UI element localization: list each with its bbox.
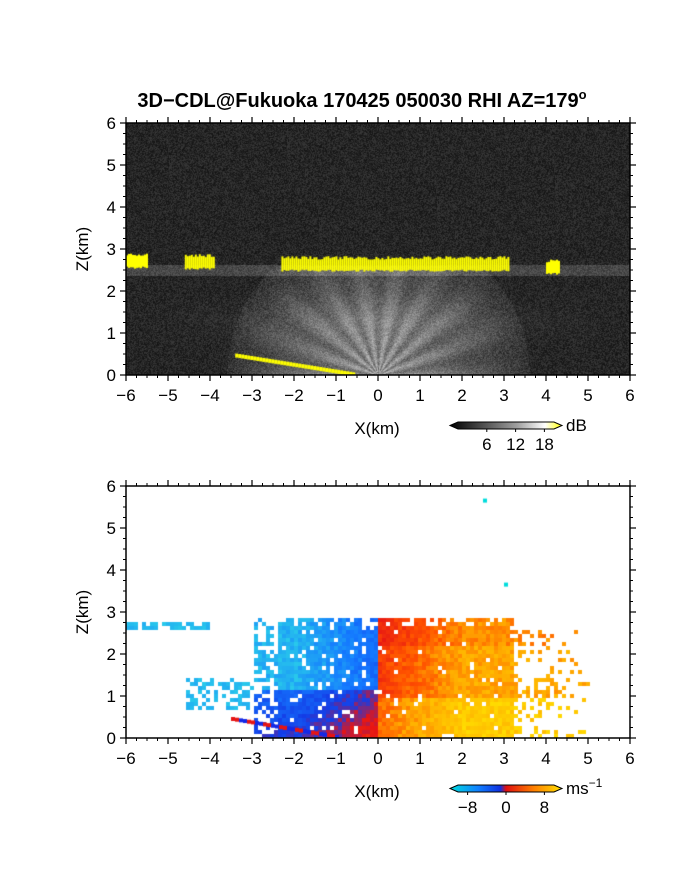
colorbar-bar [448,421,564,430]
backscatter-axes: −6 −5 −4 −3 −2 −1 0 1 2 3 4 5 6 0 1 2 3 4 5 6 [107,114,636,405]
x-tick-label: 1 [415,749,424,768]
x-tick-label: 3 [499,749,508,768]
velocity-colorbar: −8 0 8 ms−1 [448,776,603,817]
velocity-panel: −6 −5 −4 −3 −2 −1 0 1 2 3 4 5 6 0 1 2 3 4 5 6 X(km) Z(km) −… [73,477,636,817]
y-tick-label: 1 [107,324,116,343]
x-tick-label: 1 [415,386,424,405]
x-tick-label: −1 [326,386,345,405]
y-tick-label: 1 [107,687,116,706]
velocity-axes: −6 −5 −4 −3 −2 −1 0 1 2 3 4 5 6 0 1 2 3 4 5 6 [107,477,636,768]
x-tick-label: −6 [116,386,135,405]
y-tick-label: 0 [107,366,116,385]
y-tick-label: 3 [107,603,116,622]
colorbar-bar [448,784,564,793]
colorbar-unit: ms−1 [566,776,603,798]
y-tick-label: 4 [107,561,116,580]
x-tick-label: −5 [158,749,177,768]
velocity-y-label: Z(km) [73,590,92,634]
y-tick-label: 2 [107,645,116,664]
y-tick-label: 0 [107,729,116,748]
x-tick-label: −3 [242,386,261,405]
x-tick-label: −4 [200,386,219,405]
x-tick-label: 6 [625,749,634,768]
y-tick-label: 4 [107,198,116,217]
y-tick-label: 3 [107,240,116,259]
y-tick-label: 6 [107,477,116,496]
y-tick-label: 5 [107,156,116,175]
x-tick-label: −3 [242,749,261,768]
x-tick-label: −2 [284,386,303,405]
x-tick-label: 3 [499,386,508,405]
figure-title: 3D−CDL@Fukuoka 170425 050030 RHI AZ=179o [137,87,586,112]
x-tick-label: −5 [158,386,177,405]
colorbar-tick-label: 0 [501,798,510,817]
x-tick-label: 2 [457,386,466,405]
y-tick-label: 6 [107,114,116,133]
x-tick-label: −4 [200,749,219,768]
colorbar-tick-label: 6 [482,435,491,454]
backscatter-x-label: X(km) [354,419,399,438]
x-tick-label: 2 [457,749,466,768]
y-tick-label: 2 [107,282,116,301]
x-tick-label: 4 [541,749,550,768]
colorbar-tick-label: −8 [458,798,477,817]
x-tick-label: 0 [373,749,382,768]
backscatter-heatmap [126,123,630,375]
backscatter-colorbar: 6 12 18 dB [448,416,587,454]
y-tick-label: 5 [107,519,116,538]
backscatter-y-label: Z(km) [73,227,92,271]
colorbar-tick-label: 12 [506,435,525,454]
x-tick-label: −2 [284,749,303,768]
velocity-x-label: X(km) [354,782,399,801]
colorbar-tick-label: 8 [540,798,549,817]
x-tick-label: 0 [373,386,382,405]
colorbar-tick-label: 18 [535,435,554,454]
x-tick-label: 5 [583,749,592,768]
velocity-heatmap [126,486,630,738]
colorbar-unit: dB [566,416,587,435]
x-tick-label: −1 [326,749,345,768]
x-tick-label: 6 [625,386,634,405]
x-tick-label: 4 [541,386,550,405]
x-tick-label: 5 [583,386,592,405]
x-tick-label: −6 [116,749,135,768]
